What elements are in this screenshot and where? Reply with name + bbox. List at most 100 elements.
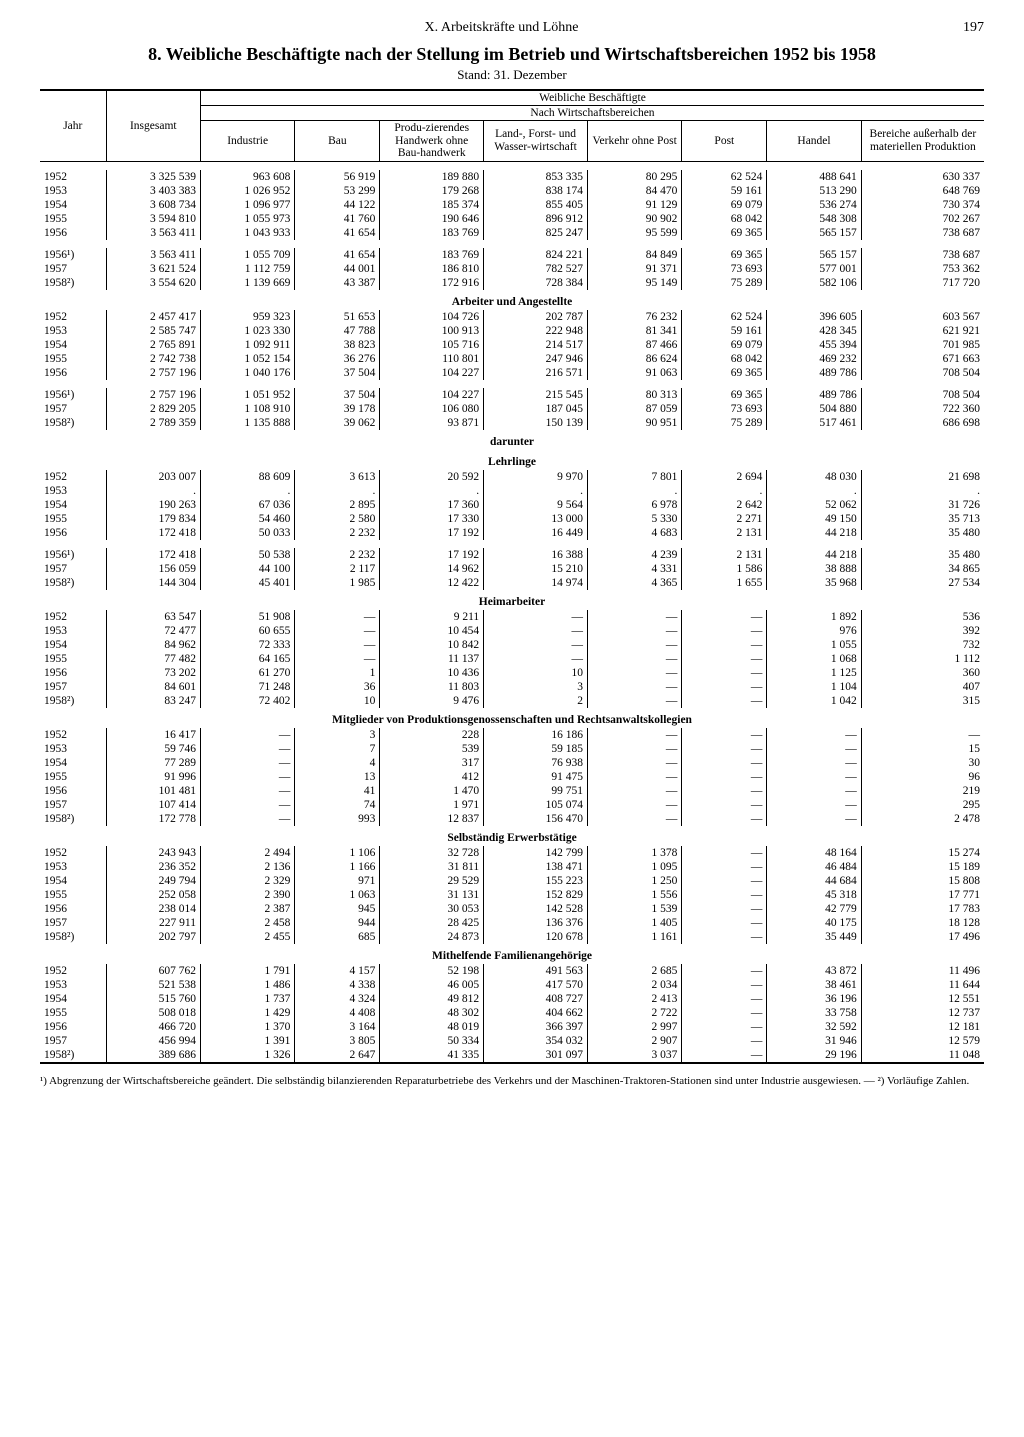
value-cell: 536 274 [767, 198, 861, 212]
value-cell: 72 477 [106, 624, 200, 638]
year-cell: 1958²) [40, 930, 106, 944]
value-cell: 35 480 [861, 526, 984, 540]
value-cell: — [200, 812, 294, 826]
value-cell: 1 378 [587, 846, 681, 860]
value-cell: — [682, 770, 767, 784]
value-cell: — [682, 1034, 767, 1048]
value-cell: 33 758 [767, 1006, 861, 1020]
value-cell: 99 751 [484, 784, 588, 798]
value-cell: 32 728 [380, 846, 484, 860]
value-cell: 2 494 [200, 846, 294, 860]
value-cell: 29 529 [380, 874, 484, 888]
year-cell: 1954 [40, 498, 106, 512]
value-cell: — [484, 652, 588, 666]
value-cell: — [682, 978, 767, 992]
value-cell: 1 405 [587, 916, 681, 930]
value-cell: 1 055 973 [200, 212, 294, 226]
value-cell: 183 769 [380, 248, 484, 262]
value-cell: 2 585 747 [106, 324, 200, 338]
value-cell: 29 196 [767, 1048, 861, 1063]
value-cell: 35 968 [767, 576, 861, 590]
table-row: 1957107 414—741 971105 074———295 [40, 798, 984, 812]
value-cell: 1 391 [200, 1034, 294, 1048]
year-cell: 1958²) [40, 276, 106, 290]
year-cell: 1956 [40, 366, 106, 380]
year-cell: 1952 [40, 846, 106, 860]
table-row: 1957456 9941 3913 80550 334354 0322 907—… [40, 1034, 984, 1048]
value-cell: 708 504 [861, 388, 984, 402]
value-cell: — [587, 638, 681, 652]
value-cell: 17 496 [861, 930, 984, 944]
page-number: 197 [963, 20, 984, 36]
value-cell: 301 097 [484, 1048, 588, 1063]
value-cell: . [106, 484, 200, 498]
value-cell: 16 417 [106, 728, 200, 742]
value-cell: 172 778 [106, 812, 200, 826]
value-cell: 577 001 [767, 262, 861, 276]
value-cell: — [682, 680, 767, 694]
value-cell: — [200, 728, 294, 742]
col-weibliche: Weibliche Beschäftigte [200, 90, 984, 106]
value-cell: 69 079 [682, 198, 767, 212]
value-cell: 62 524 [682, 170, 767, 184]
year-cell: 1958²) [40, 812, 106, 826]
value-cell: 2 742 738 [106, 352, 200, 366]
value-cell: 44 122 [295, 198, 380, 212]
table-row: 195484 96272 333—10 842———1 055732 [40, 638, 984, 652]
year-cell: 1954 [40, 198, 106, 212]
value-cell: — [682, 666, 767, 680]
value-cell: 11 803 [380, 680, 484, 694]
value-cell: 190 263 [106, 498, 200, 512]
table-row: 19522 457 417959 32351 653104 726202 787… [40, 310, 984, 324]
table-row: 19552 742 7381 052 15436 276110 801247 9… [40, 352, 984, 366]
year-cell: 1952 [40, 470, 106, 484]
table-row: 1953521 5381 4864 33846 005417 5702 034—… [40, 978, 984, 992]
value-cell: 91 475 [484, 770, 588, 784]
year-cell: 1956 [40, 526, 106, 540]
value-cell: 4 157 [295, 964, 380, 978]
value-cell: 69 365 [682, 226, 767, 240]
value-cell: 68 042 [682, 212, 767, 226]
value-cell: 77 482 [106, 652, 200, 666]
value-cell: 53 299 [295, 184, 380, 198]
section-title: Selbständig Erwerbstätige [40, 826, 984, 846]
value-cell: 2 757 196 [106, 366, 200, 380]
value-cell: 41 760 [295, 212, 380, 226]
value-cell: 504 880 [767, 402, 861, 416]
value-cell: 2 329 [200, 874, 294, 888]
value-cell: 59 161 [682, 324, 767, 338]
table-row: 1958²)389 6861 3262 64741 335301 0973 03… [40, 1048, 984, 1063]
value-cell: 243 943 [106, 846, 200, 860]
value-cell: 3 563 411 [106, 248, 200, 262]
section-title: Mithelfende Familienangehörige [40, 944, 984, 964]
value-cell: 3 594 810 [106, 212, 200, 226]
value-cell: 27 534 [861, 576, 984, 590]
table-stand: Stand: 31. Dezember [40, 67, 984, 83]
value-cell: 455 394 [767, 338, 861, 352]
value-cell: 1 063 [295, 888, 380, 902]
value-cell: — [682, 1048, 767, 1063]
value-cell: 110 801 [380, 352, 484, 366]
value-cell: 183 769 [380, 226, 484, 240]
value-cell: 1 040 176 [200, 366, 294, 380]
value-cell: 104 227 [380, 366, 484, 380]
value-cell: 41 654 [295, 226, 380, 240]
value-cell: 838 174 [484, 184, 588, 198]
value-cell: 2 997 [587, 1020, 681, 1034]
value-cell: 74 [295, 798, 380, 812]
table-row: 195263 54751 908—9 211———1 892536 [40, 610, 984, 624]
value-cell: — [682, 902, 767, 916]
year-cell: 1957 [40, 262, 106, 276]
value-cell: 7 [295, 742, 380, 756]
value-cell: 172 916 [380, 276, 484, 290]
value-cell: 3 325 539 [106, 170, 200, 184]
value-cell: 1 586 [682, 562, 767, 576]
value-cell: 73 202 [106, 666, 200, 680]
value-cell: — [587, 694, 681, 708]
value-cell: 41 654 [295, 248, 380, 262]
value-cell: 107 414 [106, 798, 200, 812]
value-cell: 1 023 330 [200, 324, 294, 338]
year-cell: 1958²) [40, 694, 106, 708]
value-cell: — [682, 930, 767, 944]
table-row: 195359 746—753959 185———15 [40, 742, 984, 756]
